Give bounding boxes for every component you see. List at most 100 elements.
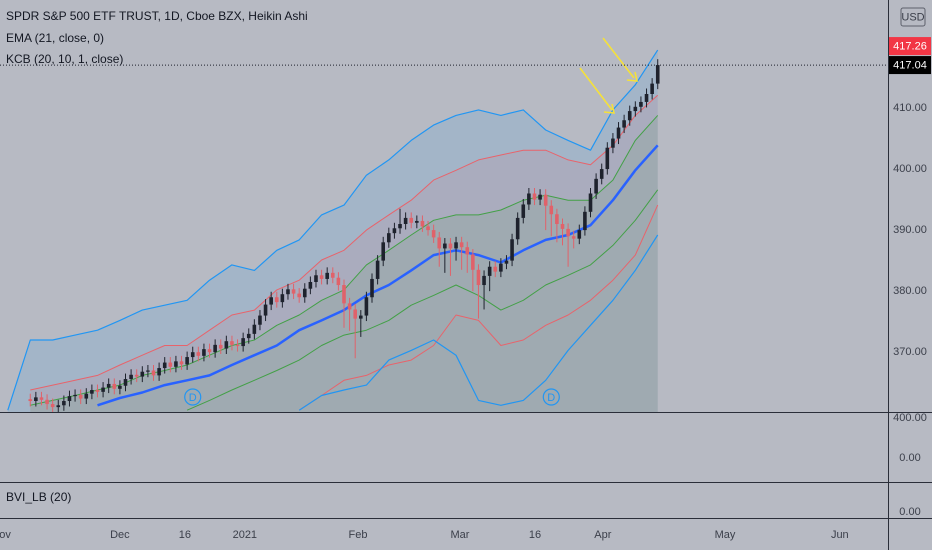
candle-body (443, 243, 447, 249)
candle-body (527, 193, 531, 205)
candle-body (78, 394, 83, 399)
arrow (602, 37, 635, 79)
candle-body (286, 289, 290, 295)
candle-body (448, 243, 453, 249)
indicator-line (298, 234, 659, 411)
candle-body (230, 341, 234, 345)
candle-body (280, 294, 285, 303)
candle-body (566, 228, 570, 237)
pane-tick-label: 0.00 (899, 506, 920, 518)
candle-body (246, 333, 251, 339)
candle-body (482, 275, 486, 286)
candle-body (263, 304, 268, 316)
candle-body (28, 399, 33, 402)
x-tick-label: ov (0, 529, 11, 541)
event-marker (184, 388, 202, 406)
candle-body (39, 397, 44, 400)
x-tick-label: 2021 (233, 529, 257, 541)
candle-body (471, 254, 475, 270)
candle-body (392, 228, 397, 234)
price-tag-label: 417.26 (893, 40, 927, 52)
candle-body (151, 370, 156, 376)
candle-body (594, 178, 598, 194)
candle-body (398, 224, 402, 229)
candle-body (325, 272, 329, 279)
y-tick-label: 390.00 (893, 224, 927, 236)
candle-body (218, 344, 223, 349)
candle-body (269, 297, 273, 305)
candle-body (622, 120, 626, 128)
candle-body (319, 275, 324, 279)
candle-body (493, 266, 498, 272)
candle-body (146, 370, 150, 372)
candle-body (235, 344, 240, 347)
candle-body (190, 352, 195, 358)
pane-tick-label: 400.00 (893, 412, 927, 424)
candle-body (538, 194, 542, 200)
candle-body (627, 111, 632, 121)
candle-body (515, 217, 520, 240)
candle-body (560, 224, 565, 229)
candle-body (476, 269, 481, 286)
y-tick-label: 410.00 (893, 102, 927, 114)
candle-body (168, 362, 173, 367)
candle-body (499, 263, 503, 272)
candle-body (633, 106, 638, 112)
candle-body (162, 362, 167, 369)
y-tick-label: 370.00 (893, 346, 927, 358)
candle-body (555, 214, 559, 225)
candle-body (185, 357, 189, 365)
x-tick-label: Mar (450, 529, 469, 541)
candle-body (45, 399, 49, 405)
candle-body (252, 324, 257, 334)
pane-tick-label: 0.00 (899, 452, 920, 464)
event-label: D (547, 392, 555, 404)
candle-body (196, 352, 201, 356)
candle-body (202, 349, 206, 356)
candle-body (62, 401, 66, 406)
band-fill (30, 95, 658, 412)
x-tick-label: 16 (179, 529, 191, 541)
candle-body (330, 272, 335, 278)
candle-body (241, 338, 245, 347)
candle-body (543, 194, 548, 206)
candle-body (84, 393, 89, 399)
candle-body (420, 220, 425, 227)
candle-body (532, 193, 537, 200)
x-tick-label: 16 (529, 529, 541, 541)
currency[interactable]: USD (901, 11, 924, 23)
arrow (579, 67, 613, 111)
y-tick-label: 400.00 (893, 163, 927, 175)
candle-body (140, 371, 145, 377)
y-tick-label: 380.00 (893, 285, 927, 297)
candle-body (387, 233, 391, 243)
candle-body (347, 303, 352, 310)
band-fill (7, 50, 658, 412)
price-tag-label: 417.04 (893, 59, 927, 71)
candle-body (521, 204, 526, 218)
candle-body (605, 147, 610, 170)
candle-body (101, 387, 105, 392)
candle-body (454, 242, 458, 249)
currency-box[interactable] (900, 7, 926, 27)
candle-body (437, 237, 442, 249)
x-tick-label: Dec (110, 529, 130, 541)
candle-body (655, 65, 660, 84)
candle-body (599, 169, 604, 179)
event-marker (542, 388, 560, 406)
candle-body (95, 390, 100, 392)
arrow-head (626, 71, 639, 82)
candle-body (90, 390, 94, 394)
candle-body (571, 236, 576, 239)
legend-title: SPDR S&P 500 ETF TRUST, 1D, Cboe BZX, He… (6, 9, 308, 23)
indicator-line (97, 144, 659, 407)
event-label: D (189, 392, 197, 404)
candle-body (375, 260, 380, 279)
candle-body (426, 226, 430, 231)
indicator-line (30, 94, 659, 391)
x-tick-label: Jun (831, 529, 849, 541)
pane-title: BVI_LB (20) (6, 490, 71, 504)
candle-body (258, 315, 262, 325)
x-tick-label: Apr (594, 529, 611, 541)
